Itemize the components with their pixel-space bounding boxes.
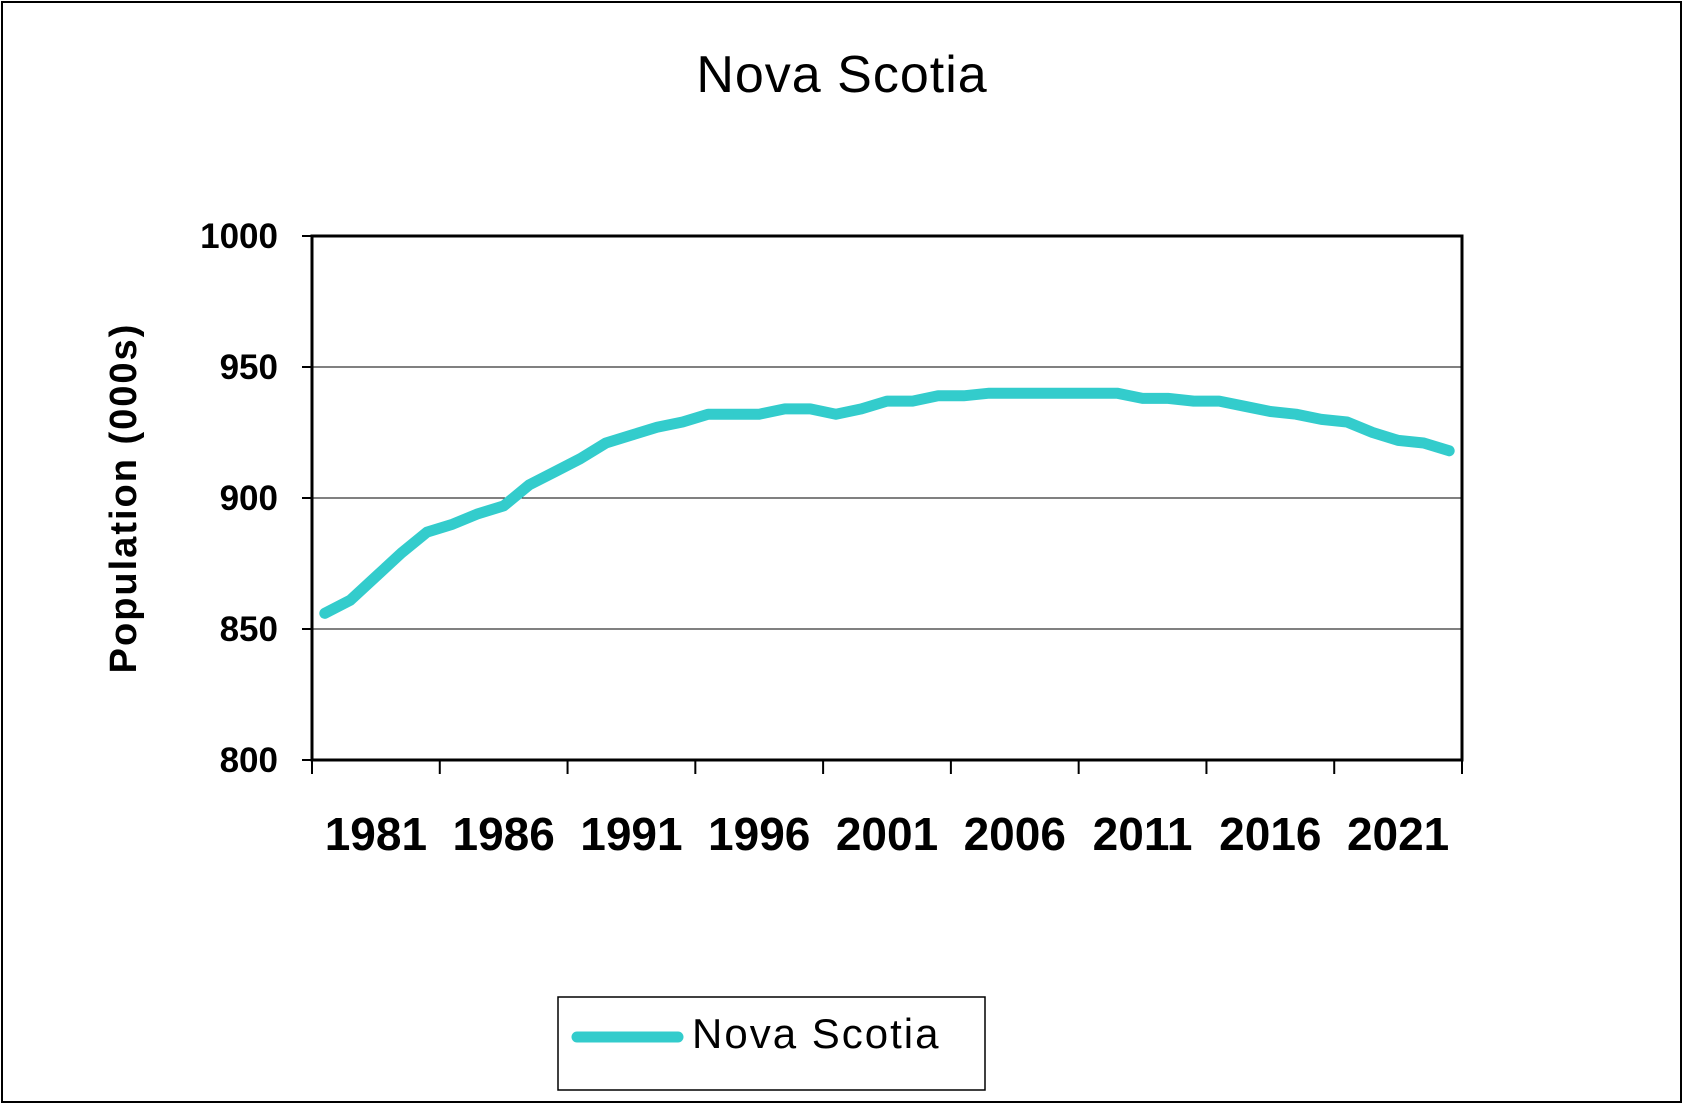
data-point-2005 [937, 395, 939, 397]
data-point-2000 [809, 408, 811, 410]
data-point-2001 [835, 413, 837, 415]
data-point-2025 [1448, 450, 1450, 452]
x-tick-label-2021: 2021 [1347, 808, 1449, 860]
data-point-2008 [1014, 392, 1016, 394]
y-tick-label-1000: 1000 [200, 217, 278, 256]
data-point-1981 [324, 612, 326, 614]
y-tick-label-950: 950 [220, 348, 278, 387]
data-point-2018 [1269, 411, 1271, 412]
legend: Nova Scotia [557, 996, 986, 1091]
x-tick-label-2011: 2011 [1093, 808, 1193, 860]
y-axis-label: Population (000s) [103, 323, 145, 674]
data-point-1995 [682, 421, 684, 423]
data-point-1993 [630, 434, 632, 436]
data-point-2002 [860, 408, 862, 410]
data-point-1989 [528, 484, 530, 486]
chart-title: Nova Scotia [696, 46, 987, 104]
data-point-2020 [1320, 418, 1322, 420]
data-point-1987 [477, 513, 479, 515]
data-point-1996 [707, 413, 709, 415]
data-point-2022 [1372, 432, 1374, 433]
data-point-1986 [452, 523, 454, 525]
x-tick-label-2016: 2016 [1219, 808, 1321, 860]
data-point-1984 [400, 552, 402, 554]
data-point-1985 [426, 531, 428, 533]
plot-area [310, 234, 1464, 762]
x-tick-label-1986: 1986 [452, 808, 554, 860]
y-tick-labels: 800 850 900 950 1000 [200, 217, 278, 780]
data-point-1983 [375, 576, 377, 578]
gridlines [302, 235, 1462, 761]
y-tick-label-800: 800 [220, 741, 278, 780]
series-layer [319, 387, 1455, 619]
data-point-2006 [963, 395, 965, 397]
data-point-1982 [349, 599, 351, 601]
data-point-2010 [1065, 392, 1067, 394]
data-point-1988 [503, 505, 505, 507]
data-point-1999 [784, 408, 786, 410]
data-point-2021 [1346, 421, 1348, 423]
data-point-2009 [1039, 392, 1041, 394]
y-tick-label-900: 900 [220, 479, 278, 518]
data-point-1998 [758, 413, 760, 415]
data-point-2012 [1116, 392, 1118, 394]
data-point-1991 [579, 458, 581, 460]
y-tick-label-850: 850 [220, 610, 278, 649]
data-point-2016 [1218, 400, 1220, 402]
legend-box [557, 996, 986, 1091]
data-point-1990 [554, 471, 556, 473]
data-point-1992 [605, 442, 607, 444]
data-point-2004 [912, 400, 914, 402]
data-point-2019 [1295, 413, 1297, 415]
data-point-2013 [1142, 397, 1144, 399]
x-tick-label-1981: 1981 [325, 808, 427, 860]
data-point-1994 [656, 426, 658, 428]
x-tick-label-2001: 2001 [836, 808, 938, 860]
data-point-2023 [1397, 439, 1399, 441]
data-point-1997 [733, 413, 735, 415]
x-tick-label-2006: 2006 [964, 808, 1066, 860]
x-tick-labels: 1981 1986 1991 1996 2001 2006 2011 2016 2021 [311, 760, 1463, 860]
data-point-2003 [886, 400, 888, 402]
data-point-2015 [1193, 400, 1195, 402]
data-point-2017 [1244, 405, 1246, 407]
data-point-2024 [1423, 442, 1425, 444]
x-tick-label-1996: 1996 [708, 808, 810, 860]
data-point-2014 [1167, 397, 1169, 399]
x-tick-label-1991: 1991 [580, 808, 682, 860]
data-point-2007 [988, 392, 990, 394]
data-point-2011 [1090, 392, 1092, 394]
legend-label: Nova Scotia [692, 1010, 940, 1057]
